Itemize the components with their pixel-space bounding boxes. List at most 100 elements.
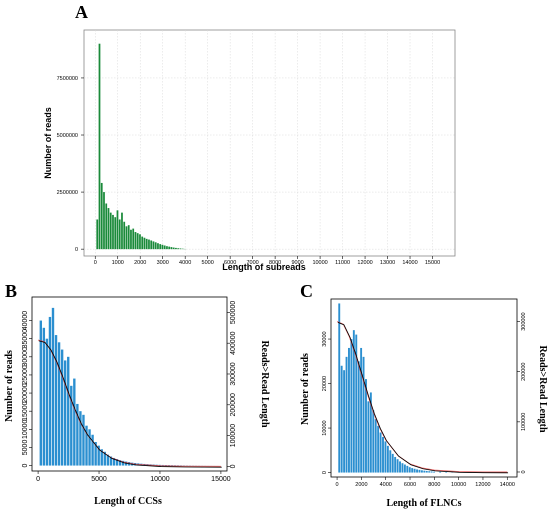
panel-b-x-tick-label: 10000: [150, 476, 170, 483]
panel-b-bar: [54, 335, 58, 466]
panel-a-y-tick-label: 5000000: [57, 133, 78, 139]
panel-c-bar: [430, 471, 433, 473]
panel-a-plot-area: [83, 29, 456, 257]
panel-c-y-tick-label: 10000: [322, 420, 328, 435]
panel-c-bar: [379, 432, 382, 473]
panel-c-y-tick-label: 20000: [322, 376, 328, 391]
panel-a-y-tick-label: 2500000: [57, 190, 78, 196]
panel-a-x-tick-label: 13000: [380, 260, 395, 266]
panel-b-bar: [115, 459, 119, 466]
panel-a-bars: [96, 43, 186, 250]
panel-c-bar: [374, 419, 377, 473]
panel-c-curve: [336, 321, 509, 474]
panel-c-bar: [340, 365, 343, 473]
panel-b-bar: [112, 457, 116, 466]
panel-c-bar: [413, 468, 416, 473]
panel-c-bar: [352, 330, 355, 473]
panel-b-y-tick-label: 20000: [22, 383, 29, 403]
panel-a-bar: [114, 217, 117, 250]
panel-c-x-tick-label: 12000: [475, 482, 490, 488]
panel-a-bar: [170, 247, 173, 250]
panel-b-y-tick-label: 30000: [22, 347, 29, 367]
panel-b-y-tick-label: 35000: [22, 329, 29, 349]
panel-a-bar: [134, 232, 137, 250]
panel-b-y-tick-label: 15000: [22, 401, 29, 421]
panel-c-bar: [355, 334, 358, 473]
panel-b-bar: [45, 338, 49, 466]
panel-c-y2-label: Reads>Read Length: [537, 345, 548, 433]
panel-c-x-tick-label: 6000: [404, 482, 416, 488]
panel-b-bars: [39, 307, 219, 466]
panel-c-bar: [406, 465, 409, 473]
panel-a-bar: [96, 219, 99, 250]
panel-c-x-label: Length of FLNCs: [386, 498, 461, 509]
panel-c-y2-tick-label: 200000: [521, 363, 527, 381]
panel-b-bar: [97, 445, 100, 466]
panel-b-y2-tick-label: 300000: [230, 362, 237, 385]
panel-a-bar: [177, 248, 180, 250]
panel-c-y2-tick-label: 300000: [521, 312, 527, 330]
panel-c-bar: [362, 356, 365, 473]
panel-b-bar: [42, 327, 46, 466]
panel-a-x-tick-label: 15000: [425, 260, 440, 266]
panel-a-x-label: Length of subreads: [222, 262, 306, 272]
panel-a-bar: [123, 221, 126, 250]
panel-a-bar: [130, 229, 132, 250]
panel-c-bar: [386, 445, 389, 473]
panel-c-x-tick-label: 2000: [355, 482, 367, 488]
panel-c-x-tick-label: 14000: [500, 482, 515, 488]
panel-c-curve-reads-gt-length: [337, 321, 509, 474]
panel-a-x-tick-label: 2000: [134, 260, 146, 266]
panel-b-bar: [70, 385, 73, 466]
panel-b-bar: [60, 349, 64, 466]
panel-b-curve-reads-gt-length: [38, 340, 222, 468]
panel-a-bar: [145, 238, 148, 250]
panel-b-bar: [103, 451, 106, 466]
panel-a-y-tick-label: 7500000: [57, 76, 78, 82]
panel-a-y-ticks: 0 2500000 5000000 7500000: [57, 76, 84, 253]
panel-c: C 0 2000 4000 6000 8000 10000 12000 14000 0 1000…: [300, 281, 548, 509]
panel-b-bar: [91, 434, 94, 466]
panel-c-bar: [416, 469, 418, 473]
panel-b-bar: [109, 456, 113, 466]
panel-c-bar: [425, 470, 428, 473]
panel-c-y-tick-label: 30000: [322, 331, 328, 346]
panel-b-bar: [94, 442, 97, 466]
panel-c-bar: [439, 471, 442, 473]
panel-a-x-tick-label: 4000: [179, 260, 191, 266]
panel-a-bar: [150, 240, 153, 250]
panel-c-y2-ticks: 0 100000 200000 300000: [517, 312, 527, 474]
panel-a-bar: [148, 239, 150, 250]
panel-a-bar: [141, 236, 144, 250]
panel-a-x-tick-label: 6000: [224, 260, 236, 266]
panel-c-bar: [357, 361, 360, 473]
panel-c-x-tick-label: 0: [336, 482, 339, 488]
panel-a-bar: [121, 212, 123, 250]
panel-a-x-ticks: 0 1000 2000 3000 4000 5000 6000 7000 8000 9000 100…: [94, 256, 440, 266]
panel-b-bar: [73, 378, 76, 466]
panel-b-bar: [88, 429, 91, 466]
panel-a-bar: [157, 243, 159, 250]
panel-b-y2-label: Reads>Read Length: [259, 340, 270, 428]
panel-c-bars: [338, 303, 508, 473]
panel-c-bar: [345, 356, 348, 473]
panel-a-bar: [100, 182, 103, 250]
panel-c-x-tick-label: 10000: [451, 482, 466, 488]
panel-a-bar: [116, 210, 119, 250]
panel-b-x-ticks: 0 5000 10000 15000: [36, 471, 231, 483]
panel-c-x-tick-label: 4000: [380, 482, 392, 488]
panel-c-bar: [403, 464, 406, 473]
panel-b-x-tick-label: 5000: [91, 476, 107, 483]
panel-c-x-ticks: 0 2000 4000 6000 8000 10000 12000 14000: [336, 477, 515, 488]
panel-a-bar: [159, 244, 162, 250]
panel-c-bar: [396, 459, 399, 473]
panel-c-bar: [377, 425, 380, 473]
panel-a-x-tick-label: 1000: [112, 260, 124, 266]
panel-a-x-tick-label: 9000: [291, 260, 303, 266]
panel-a-x-tick-label: 8000: [269, 260, 281, 266]
panel-c-bar: [433, 471, 436, 473]
panel-b-bar: [106, 454, 110, 466]
panel-b-y2-ticks: 0 100000 200000 300000 400000 500000: [227, 301, 237, 468]
panel-b-y-tick-label: 5000: [22, 440, 29, 456]
panel-b-bar: [82, 414, 85, 466]
